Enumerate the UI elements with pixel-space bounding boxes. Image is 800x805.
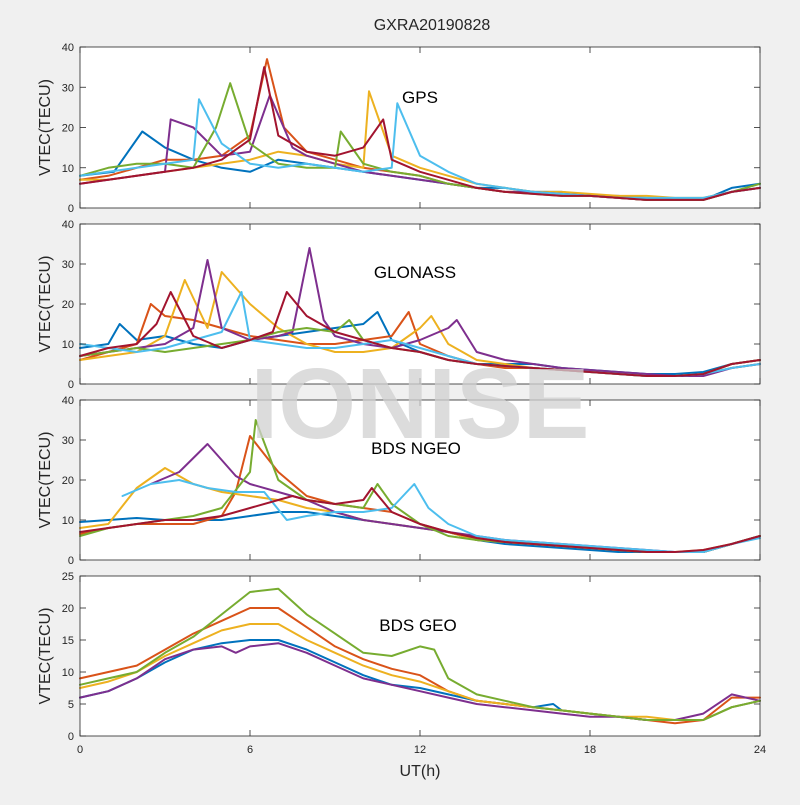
panel-2: 0 10 20 30 40 VTEC(TECU) BDS NGEO [37,395,761,567]
panel-label: GPS [402,88,438,107]
plot-area [80,224,760,384]
y-tick-label: 10 [62,515,74,527]
y-tick-label: 0 [68,731,74,743]
y-tick-label: 0 [68,203,74,215]
y-axis-label: VTEC(TECU) [37,79,54,176]
y-tick-label: 10 [62,339,74,351]
series-line [79,291,761,377]
x-tick-label: 24 [754,744,766,756]
watermark: IONISE [251,348,590,460]
y-tick-label: 40 [62,42,74,54]
y-tick-label: 30 [62,435,74,447]
series-line [79,587,761,721]
x-axis-label: UT(h) [400,763,441,780]
series-line [79,487,761,553]
panel-1: 0 10 20 30 40 VTEC(TECU) GLONASS [37,219,761,391]
series-line [79,623,761,721]
panel-label: GLONASS [374,263,456,282]
y-tick-label: 40 [62,395,74,407]
x-tick-label: 0 [77,744,83,756]
x-tick-label: 12 [414,744,426,756]
y-tick-label: 10 [62,667,74,679]
y-tick-label: 0 [68,379,74,391]
y-axis-label: VTEC(TECU) [37,256,54,353]
series-line [79,66,761,201]
y-tick-label: 5 [68,699,74,711]
plot-area [80,400,760,560]
y-tick-label: 40 [62,219,74,231]
y-axis-label: VTEC(TECU) [37,608,54,705]
x-tick-label: 18 [584,744,596,756]
y-axis-label: VTEC(TECU) [37,432,54,529]
y-tick-label: 25 [62,571,74,583]
series-line [79,98,761,199]
plot-area [80,576,760,736]
panel-label: BDS NGEO [371,439,461,458]
plot-area [80,47,760,208]
y-tick-label: 20 [62,299,74,311]
y-tick-label: 30 [62,259,74,271]
panels-layer: 0 10 20 30 40 VTEC(TECU) GPS 0 10 20 30 40 VTEC(TECU… [37,42,766,756]
y-tick-label: 20 [62,475,74,487]
y-tick-label: 10 [62,163,74,175]
panel-0: 0 10 20 30 40 VTEC(TECU) GPS [37,42,761,215]
y-tick-label: 30 [62,82,74,94]
chart-title: GXRA20190828 [374,17,491,34]
y-tick-label: 0 [68,555,74,567]
y-tick-label: 15 [62,635,74,647]
x-tick-label: 6 [247,744,253,756]
panel-3: 0 5 10 15 20 25 0 6 12 18 24 VTEC(TECU) BDS GEO [37,571,766,756]
series-line [121,479,761,553]
y-tick-label: 20 [62,123,74,135]
panel-label: BDS GEO [379,616,456,635]
y-tick-label: 20 [62,603,74,615]
